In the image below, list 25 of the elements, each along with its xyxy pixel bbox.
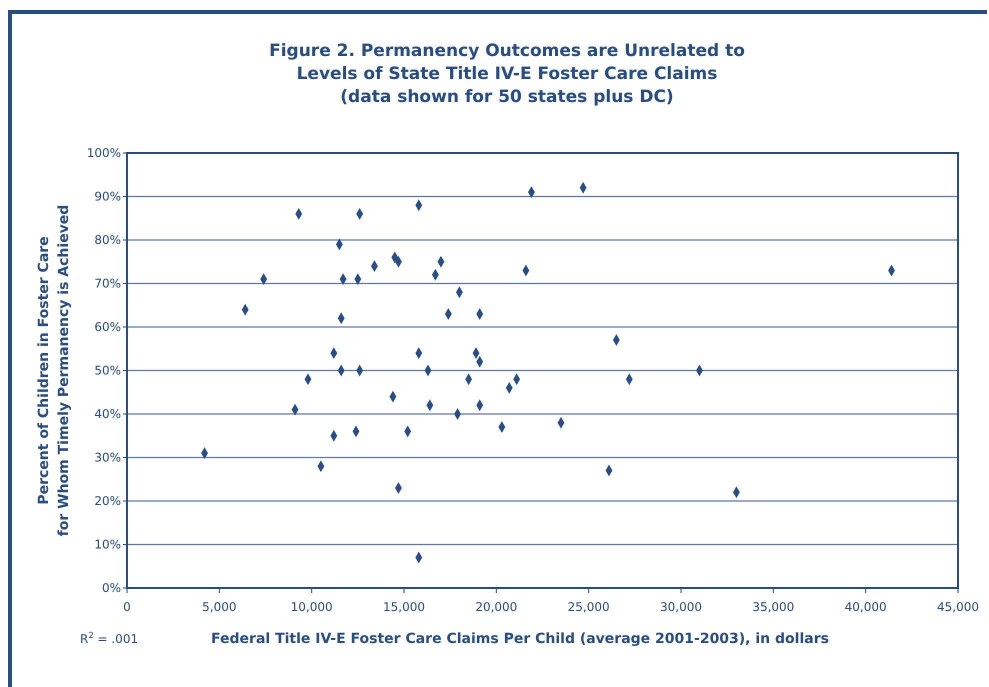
text: R$^{2}$ = .001 xyxy=(80,630,138,646)
x-axis-title: Federal Title IV-E Foster Care Claims Per Child (average 2001-2003), in dollars xyxy=(211,631,829,647)
y-tick-label: 30% xyxy=(94,450,121,464)
y-tick-label: 0% xyxy=(102,581,121,595)
chart-title: Figure 2. Permanency Outcomes are Unrelated to Levels of State Title IV-E Foster Care Claims (data shown for 50 states plus DC) xyxy=(269,41,745,107)
x-tick-label: 5,000 xyxy=(202,600,237,614)
y-axis-title: Percent of Children in Foster Care for Whom Timely Permanency is Achieved xyxy=(36,204,72,536)
y-tick-label: 10% xyxy=(94,538,121,552)
y-tick-label: 60% xyxy=(94,320,121,334)
y-tick-label: 100% xyxy=(86,146,121,160)
y-tick-label: 70% xyxy=(94,276,121,290)
x-tick-label: 45,000 xyxy=(937,600,979,614)
x-tick-label: 40,000 xyxy=(844,600,887,614)
x-tick-label: 20,000 xyxy=(475,600,518,614)
y-tick-label: 80% xyxy=(94,233,121,247)
x-tick-label: 35,000 xyxy=(752,600,794,614)
y-tick-label: 20% xyxy=(94,494,121,508)
y-tick-label: 50% xyxy=(94,364,121,378)
x-tick-label: 25,000 xyxy=(568,600,610,614)
x-tick-label: 10,000 xyxy=(290,600,333,614)
y-tick-label: 90% xyxy=(94,190,121,204)
y-tick-label: 40% xyxy=(94,407,121,421)
x-tick-label: 0 xyxy=(123,600,131,614)
x-tick-label: 30,000 xyxy=(660,600,702,614)
x-tick-label: 15,000 xyxy=(383,600,425,614)
